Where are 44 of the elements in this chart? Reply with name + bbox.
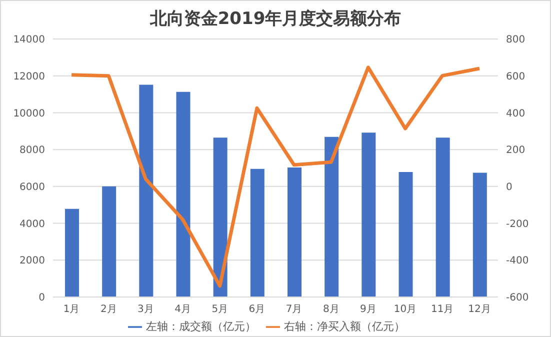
bar: [139, 84, 154, 297]
y2-tick-label: 0: [506, 182, 512, 193]
y2-tick-label: -200: [506, 218, 529, 230]
bar: [176, 92, 190, 297]
y-tick-label: 4000: [20, 218, 45, 230]
x-tick-label: 3月: [138, 304, 154, 316]
bar: [250, 168, 264, 297]
y-tick-label: 0: [38, 292, 45, 304]
bar: [472, 172, 487, 297]
bar: [102, 186, 116, 297]
x-tick-label: 1月: [63, 304, 80, 316]
x-tick-label: 5月: [212, 304, 228, 316]
bar: [398, 172, 413, 297]
y-tick-label: 2000: [20, 256, 45, 267]
x-tick-label: 2月: [100, 304, 117, 316]
y-tick-label: 12000: [13, 71, 45, 82]
y2-tick-label: -400: [506, 256, 529, 267]
y-tick-label: 6000: [20, 182, 45, 193]
y2-tick-label: 400: [506, 108, 526, 120]
x-tick-label: 10月: [394, 304, 417, 316]
chart-title: 北向资金2019年月度交易额分布: [148, 8, 402, 31]
x-tick-label: 6月: [248, 304, 266, 316]
bar: [65, 208, 79, 297]
line-series: [70, 66, 482, 288]
x-tick-label: 9月: [360, 304, 376, 316]
x-tick-label: 11月: [431, 304, 454, 316]
bar: [324, 136, 339, 297]
y-tick-label: 10000: [13, 108, 45, 120]
bar: [362, 132, 376, 297]
y-tick-label: 8000: [20, 145, 45, 156]
x-tick-label: 8月: [322, 304, 340, 316]
y2-tick-label: 600: [506, 71, 526, 82]
x-tick-label: 7月: [286, 304, 302, 316]
x-tick-label: 12月: [468, 304, 491, 316]
bar: [288, 167, 302, 297]
y2-tick-label: 800: [506, 34, 526, 46]
x-tick-label: 4月: [174, 304, 191, 316]
bar: [436, 138, 450, 297]
y2-tick-label: 200: [506, 145, 526, 156]
y-tick-label: 14000: [13, 34, 45, 46]
bar: [213, 138, 228, 297]
legend-label: 左轴：成交额（亿元）: [146, 320, 256, 333]
y2-tick-label: -600: [506, 292, 529, 304]
legend-label: 右轴：净买入额（亿元）: [284, 320, 405, 333]
